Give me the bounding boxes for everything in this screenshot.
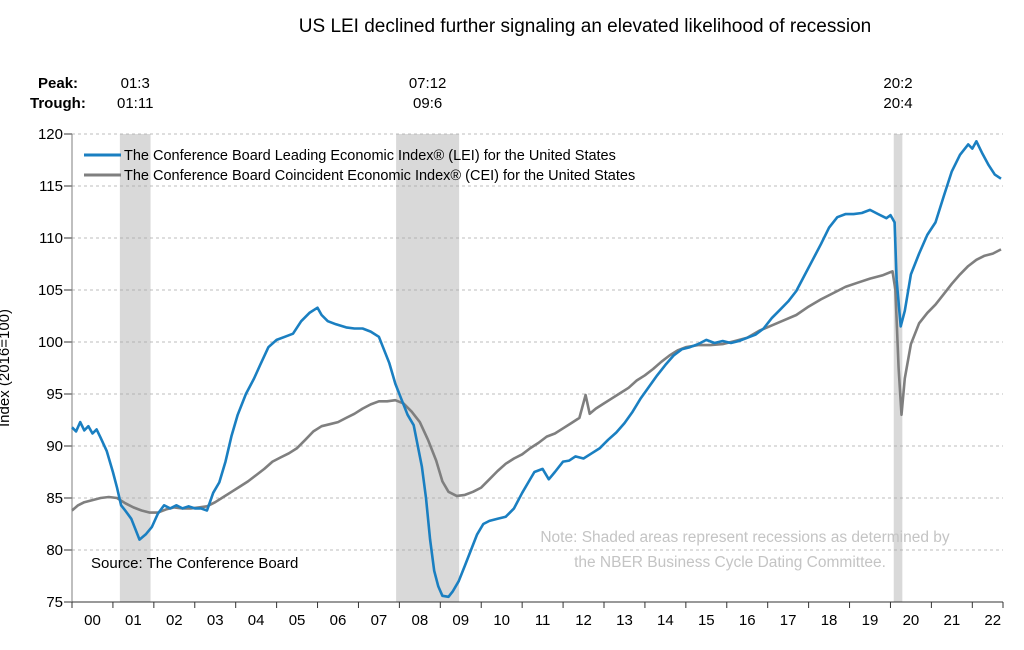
x-tick-label-21: 21: [944, 612, 961, 629]
recession-labels: 01:3 01:11 07:12 09:6 20:2 20:4: [117, 75, 913, 112]
y-tick-label-105: 105: [38, 282, 63, 299]
recession-band-1: [119, 134, 151, 602]
y-axis-title: Index (2016=100): [0, 309, 13, 427]
x-tick-label-05: 05: [289, 612, 306, 629]
recession-trough-3: 20:4: [883, 95, 912, 112]
x-tick-label-15: 15: [698, 612, 715, 629]
x-tick-label-20: 20: [903, 612, 920, 629]
y-tick-label-110: 110: [39, 230, 63, 247]
x-tick-label-16: 16: [739, 612, 756, 629]
legend-label-lei: The Conference Board Leading Economic In…: [124, 148, 616, 164]
x-tick-label-07: 07: [371, 612, 388, 629]
recession-trough-2: 09:6: [413, 95, 442, 112]
x-tick-label-06: 06: [330, 612, 347, 629]
x-tick-label-14: 14: [657, 612, 674, 629]
x-tick-label-03: 03: [207, 612, 224, 629]
source-annotation: Source: The Conference Board: [91, 555, 298, 572]
y-tick-label-80: 80: [46, 542, 63, 559]
x-tick-label-22: 22: [984, 612, 1001, 629]
grid-lines: [72, 133, 1003, 551]
x-tick-label-09: 09: [452, 612, 469, 629]
recession-peak-2: 07:12: [409, 75, 447, 92]
x-tick-label-12: 12: [575, 612, 592, 629]
y-tick-label-115: 115: [39, 178, 63, 195]
x-tick-label-17: 17: [780, 612, 797, 629]
recession-peak-1: 01:3: [121, 75, 150, 92]
legend: The Conference Board Leading Economic In…: [84, 148, 635, 184]
x-tick-label-13: 13: [616, 612, 633, 629]
x-tick-label-02: 02: [166, 612, 183, 629]
x-axis: 00 01 02 03 04 05 06 07 08 09 10 11 12 13 14 15 16 17 18 19…: [71, 601, 1004, 629]
y-tick-label-85: 85: [46, 490, 63, 507]
recession-trough-1: 01:11: [117, 95, 153, 112]
x-tick-label-08: 08: [412, 612, 429, 629]
x-tick-label-11: 11: [535, 612, 551, 629]
x-tick-label-19: 19: [862, 612, 879, 629]
y-tick-label-100: 100: [38, 334, 63, 351]
trough-label: Trough:: [30, 95, 86, 112]
x-tick-label-00: 00: [84, 612, 101, 629]
x-tick-label-18: 18: [821, 612, 838, 629]
y-axis: 75 80 85 90 95 100 105 110 115 120: [38, 126, 73, 611]
y-tick-label-90: 90: [46, 438, 63, 455]
recession-peak-3: 20:2: [883, 75, 912, 92]
y-tick-label-95: 95: [46, 386, 63, 403]
chart-title: US LEI declined further signaling an ele…: [299, 16, 871, 37]
series-lines: [71, 140, 1002, 599]
series-cei-line: [71, 248, 1002, 514]
note-line-2: the NBER Business Cycle Dating Committee…: [574, 554, 886, 571]
peak-label: Peak:: [38, 75, 78, 92]
y-tick-label-120: 120: [38, 126, 63, 143]
note-line-1: Note: Shaded areas represent recessions …: [540, 529, 950, 546]
recession-band-2: [396, 134, 460, 602]
legend-label-cei: The Conference Board Coincident Economic…: [124, 168, 635, 184]
x-tick-label-01: 01: [125, 612, 142, 629]
y-tick-label-75: 75: [46, 594, 63, 611]
x-tick-label-10: 10: [493, 612, 510, 629]
series-lei-line: [71, 140, 1002, 599]
x-tick-label-04: 04: [248, 612, 265, 629]
